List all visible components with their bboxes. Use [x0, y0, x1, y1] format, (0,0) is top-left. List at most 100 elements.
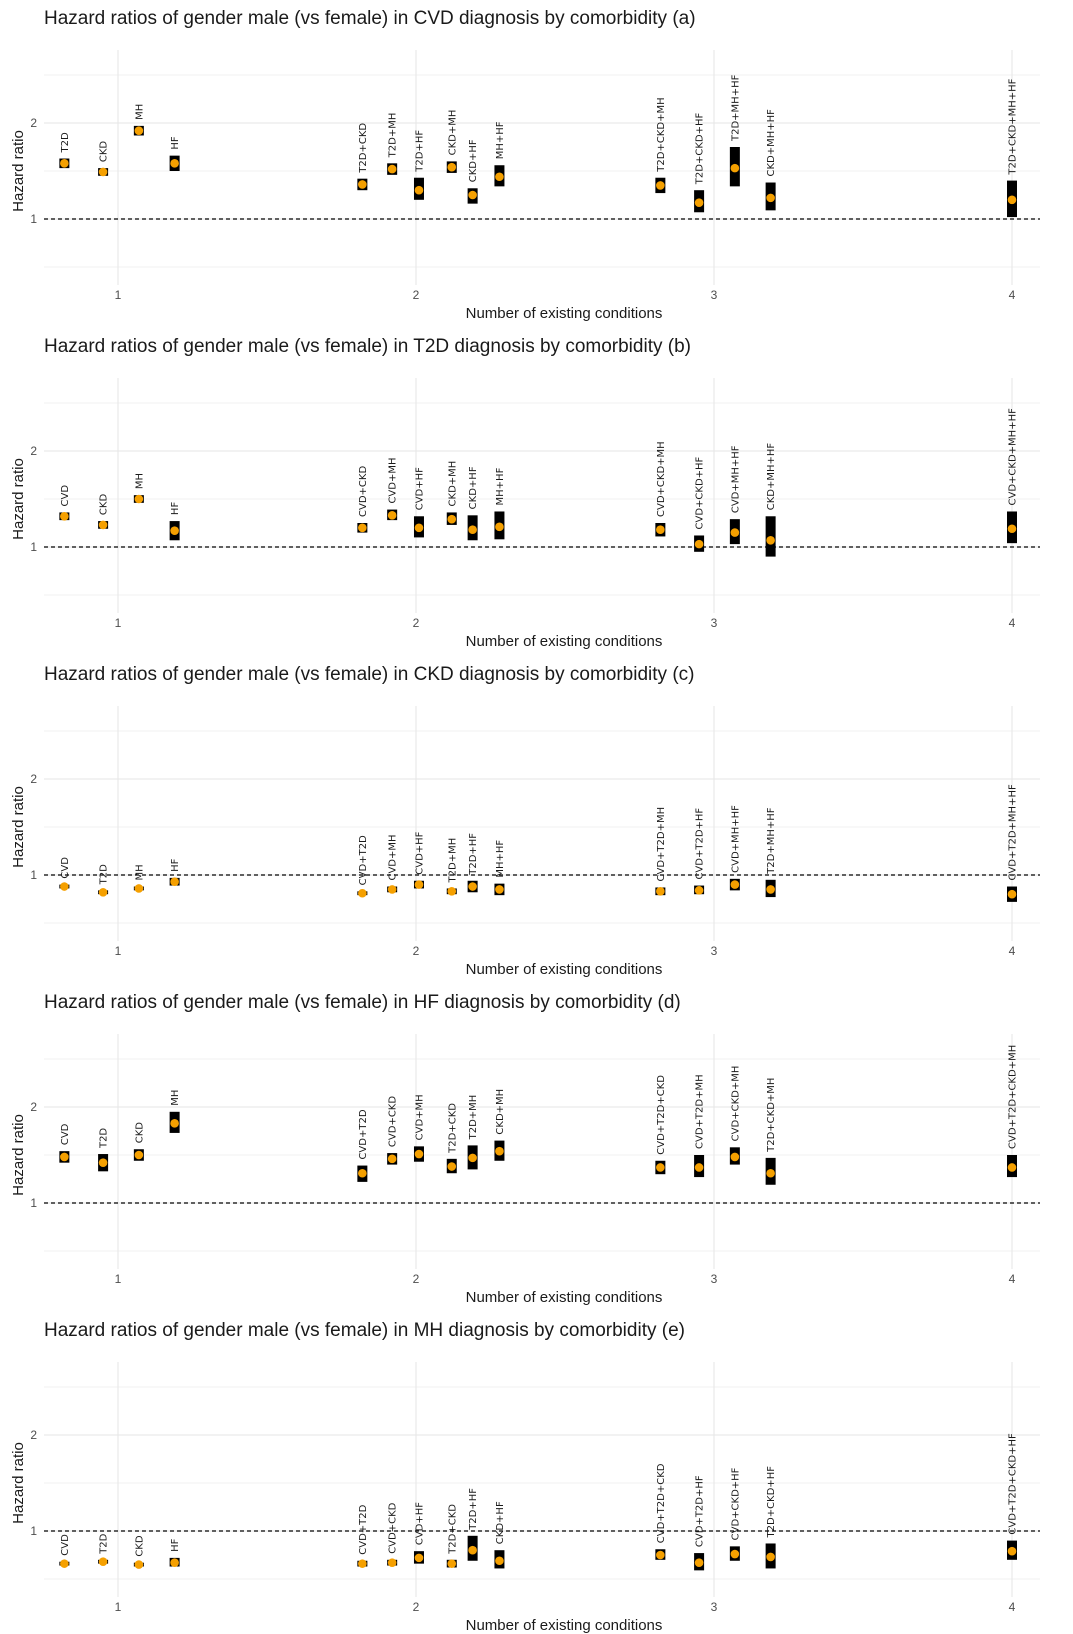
hr-point	[495, 1556, 504, 1566]
point-label: CVD+CKD+HF	[730, 1467, 741, 1540]
point-label: T2D+CKD	[447, 1103, 458, 1154]
point-label: CKD+HF	[468, 466, 479, 509]
y-tick-label: 1	[30, 1196, 37, 1210]
point-label: T2D+MH+HF	[766, 807, 777, 875]
hr-point	[134, 1560, 144, 1569]
hr-point	[656, 887, 665, 896]
point-label: MH+HF	[495, 840, 506, 878]
hr-point	[656, 1163, 665, 1172]
point-label: CVD+HF	[414, 831, 425, 874]
hr-point	[656, 1550, 665, 1560]
point-label: CKD+MH+HF	[766, 109, 777, 177]
hr-point	[414, 1149, 424, 1159]
point-label: CVD+MH	[414, 1094, 425, 1140]
hr-point	[495, 522, 504, 532]
x-tick-label: 4	[1009, 616, 1016, 630]
hr-point	[358, 180, 367, 189]
x-tick-label: 3	[711, 288, 718, 302]
hr-point	[358, 1559, 367, 1568]
x-tick-label: 1	[115, 1272, 122, 1286]
hr-point	[694, 886, 704, 895]
point-label: CVD+CKD	[388, 1502, 399, 1553]
hr-point	[60, 1559, 69, 1568]
point-label: MH+HF	[495, 467, 506, 505]
panel-title: Hazard ratios of gender male (vs female)…	[44, 664, 694, 685]
point-label: CVD	[60, 485, 71, 507]
y-axis-title: Hazard ratio	[10, 1114, 27, 1196]
hr-point	[1007, 195, 1017, 205]
point-label: CVD+T2D+CKD+HF	[1008, 1433, 1019, 1535]
hr-point	[656, 525, 665, 535]
point-label: T2D	[99, 1533, 110, 1554]
point-label: CVD+CKD+MH+HF	[1008, 408, 1019, 506]
hr-point	[766, 885, 775, 894]
x-tick-label: 1	[115, 944, 122, 958]
y-axis-title: Hazard ratio	[10, 130, 27, 212]
hr-point	[170, 1119, 179, 1128]
hr-point	[358, 523, 367, 533]
hr-point	[447, 1162, 457, 1171]
hr-point	[134, 884, 144, 893]
point-label: CKD	[134, 1535, 145, 1557]
panel-3: Hazard ratios of gender male (vs female)…	[10, 664, 1040, 978]
hr-point	[170, 1558, 179, 1567]
point-label: CVD+T2D+CKD+MH	[1008, 1045, 1019, 1149]
point-label: T2D+CKD+MH	[766, 1078, 777, 1153]
point-label: T2D	[99, 864, 110, 885]
panel-2: Hazard ratios of gender male (vs female)…	[10, 336, 1040, 650]
y-tick-label: 1	[30, 540, 37, 554]
hr-point	[60, 159, 69, 168]
hr-point	[387, 1154, 397, 1164]
y-tick-label: 1	[30, 212, 37, 226]
point-label: CVD+T2D+HF	[695, 808, 706, 880]
hr-point	[495, 172, 504, 182]
point-label: CVD+MH+HF	[730, 805, 741, 873]
point-label: CKD	[134, 1122, 145, 1144]
hr-point	[134, 1150, 144, 1160]
hr-point	[495, 1146, 504, 1156]
x-tick-label: 3	[711, 944, 718, 958]
point-label: T2D	[99, 1128, 110, 1149]
y-tick-label: 2	[30, 772, 37, 786]
panel-title: Hazard ratios of gender male (vs female)…	[44, 336, 691, 357]
point-label: T2D+HF	[414, 130, 425, 173]
hr-point	[1007, 524, 1017, 534]
x-axis-title: Number of existing conditions	[466, 633, 663, 650]
x-tick-label: 4	[1009, 944, 1016, 958]
point-label: CKD+MH	[447, 461, 458, 507]
hr-point	[358, 1168, 367, 1178]
hr-point	[730, 1549, 740, 1559]
hr-point	[694, 1558, 704, 1567]
hr-point	[730, 528, 740, 537]
x-tick-label: 1	[115, 1600, 122, 1614]
y-axis-title: Hazard ratio	[10, 786, 27, 868]
panel-5: Hazard ratios of gender male (vs female)…	[10, 1320, 1040, 1634]
hr-point	[387, 164, 397, 174]
x-tick-label: 2	[413, 1600, 420, 1614]
point-label: CVD+CKD	[358, 466, 369, 517]
point-label: CKD+HF	[495, 1501, 506, 1544]
point-label: HF	[170, 136, 181, 150]
hr-point	[414, 185, 424, 195]
x-tick-label: 2	[413, 1272, 420, 1286]
hr-point	[766, 1168, 775, 1178]
point-label: CVD+MH	[388, 457, 399, 503]
hr-point	[98, 1557, 108, 1567]
hr-point	[766, 1552, 775, 1562]
point-label: CKD	[99, 141, 110, 163]
hr-point	[468, 1545, 477, 1555]
y-tick-label: 2	[30, 1428, 37, 1442]
y-tick-label: 2	[30, 116, 37, 130]
hr-point	[60, 511, 69, 521]
x-axis-title: Number of existing conditions	[466, 1617, 663, 1634]
point-label: T2D+HF	[468, 833, 479, 876]
point-label: CVD+CKD+MH	[656, 441, 667, 517]
point-label: T2D+CKD+HF	[766, 1466, 777, 1539]
x-tick-label: 4	[1009, 1272, 1016, 1286]
hr-point	[766, 193, 775, 203]
y-tick-label: 2	[30, 444, 37, 458]
point-label: CVD+T2D+HF	[695, 1475, 706, 1547]
hr-point	[98, 887, 108, 897]
panel-title: Hazard ratios of gender male (vs female)…	[44, 992, 681, 1013]
